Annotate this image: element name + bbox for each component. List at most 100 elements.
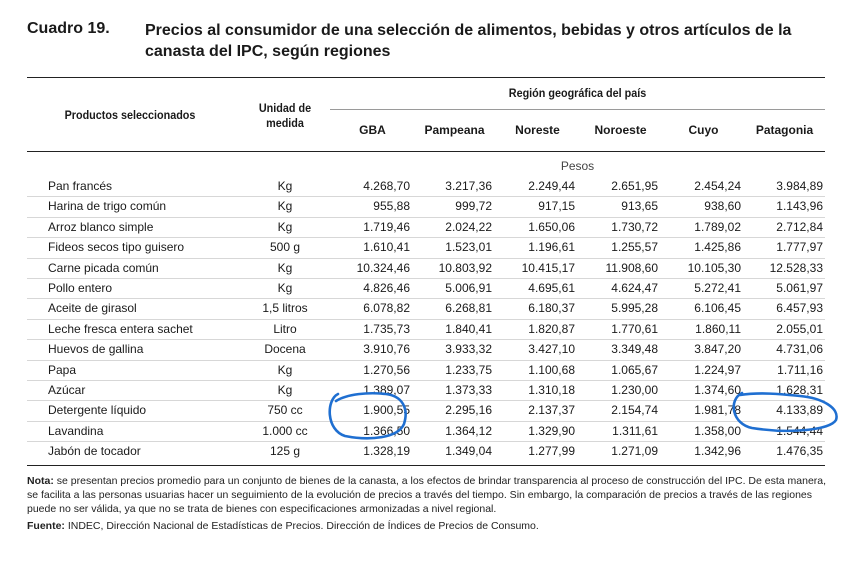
price-cell: 5.006,91: [445, 281, 492, 295]
price-cell: 3.427,10: [528, 342, 575, 357]
table-row: Pan francés Kg 4.268,70 3.217,36 2.249,44 2.6…: [40, 176, 825, 196]
header-rule: [27, 151, 825, 152]
unit-value: 1,5 litros: [262, 301, 308, 316]
table-number: Cuadro 19.: [27, 20, 110, 37]
table-row: Carne picada común Kg 10.324,46 10.803,92 10…: [40, 258, 825, 278]
price-cell: 6.268,81: [445, 301, 492, 316]
price-cell: 6.180,37: [528, 301, 575, 316]
price-cell: 1.770,61: [611, 321, 658, 336]
price-cell: 2.295,16: [445, 403, 492, 418]
product-name: Arroz blanco simple: [48, 219, 154, 234]
row-divider: [27, 237, 825, 239]
table-title-text: Precios al consumidor de una selección d…: [145, 22, 792, 60]
price-cell: 1.523,01: [445, 240, 492, 255]
price-cell: 6.078,82: [363, 301, 410, 316]
price-cell: 913,65: [621, 199, 658, 214]
product-name: Azúcar: [48, 383, 86, 397]
price-cell: 955,88: [373, 199, 410, 214]
table-row: Azúcar Kg 1.389,07 1.373,33 1.310,18 1.230,00…: [40, 380, 825, 400]
price-cell: 1.196,61: [528, 240, 575, 255]
price-cell: 1.476,35: [776, 444, 823, 459]
price-cell: 2.712,84: [776, 219, 823, 234]
price-cell: 1.389,07: [363, 383, 410, 397]
price-cell: 1.230,00: [611, 383, 658, 397]
price-cell: 3.847,20: [694, 342, 741, 357]
price-cell: 3.933,32: [445, 342, 492, 357]
price-cell: 5.272,41: [694, 281, 741, 295]
price-cell: 1.310,18: [528, 383, 575, 397]
price-cell: 2.454,24: [694, 179, 741, 193]
note-text: se presentan precios promedio para un co…: [27, 475, 827, 515]
region-rule: [330, 109, 825, 110]
price-cell: 10.105,30: [687, 260, 741, 275]
row-divider: [27, 216, 825, 218]
price-cell: 1.364,12: [445, 423, 492, 438]
currency-label: Pesos: [560, 159, 595, 173]
price-cell: 4.695,61: [528, 281, 575, 295]
price-cell: 4.624,47: [611, 281, 658, 295]
price-cell: 1.224,97: [694, 362, 741, 377]
price-cell: 3.984,89: [776, 179, 823, 193]
price-cell: 10.803,92: [438, 260, 492, 275]
col-header-gba: GBA: [359, 123, 386, 137]
price-cell: 10.415,17: [521, 260, 575, 275]
price-cell: 6.106,45: [694, 301, 741, 316]
source-line: Fuente: INDEC, Dirección Nacional de Est…: [27, 520, 539, 532]
unit-value: Kg: [277, 383, 293, 397]
price-cell: 11.908,60: [605, 260, 659, 275]
price-cell: 1.789,02: [694, 219, 741, 234]
price-cell: 5.995,28: [611, 301, 658, 316]
product-name: Huevos de gallina: [48, 342, 144, 357]
row-divider: [27, 318, 825, 320]
product-name: Jabón de tocador: [48, 444, 141, 459]
price-cell: 1.840,41: [445, 321, 492, 336]
price-cell: 10.324,46: [356, 260, 410, 275]
product-name: Pan francés: [48, 179, 113, 193]
source-text: INDEC, Dirección Nacional de Estadística…: [67, 520, 539, 532]
price-cell: 1.329,90: [528, 423, 575, 438]
header-region: Región geográfica del país: [508, 86, 647, 100]
product-name: Leche fresca entera sachet: [48, 321, 193, 336]
table-row: Lavandina 1.000 cc 1.366,50 1.364,12 1.329,9…: [40, 421, 825, 441]
product-name: Aceite de girasol: [48, 301, 137, 316]
price-cell: 4.268,70: [363, 179, 410, 193]
unit-value: 750 cc: [267, 403, 303, 418]
price-cell: 1.777,97: [776, 240, 823, 255]
price-cell: 1.628,31: [776, 383, 823, 397]
price-cell: 1.065,67: [611, 362, 658, 377]
price-cell: 3.910,76: [363, 342, 410, 357]
table-row: Papa Kg 1.270,56 1.233,75 1.100,68 1.065,67 1.…: [40, 360, 825, 380]
header-unit: Unidad de medida: [258, 101, 312, 130]
product-name: Harina de trigo común: [48, 199, 167, 214]
price-cell: 2.651,95: [611, 179, 658, 193]
price-cell: 4.133,89: [776, 403, 823, 418]
price-cell: 1.981,78: [694, 403, 741, 418]
unit-value: Kg: [277, 362, 293, 377]
product-name: Fideos secos tipo guisero: [48, 240, 185, 255]
row-divider: [27, 278, 825, 279]
col-header-noroeste: Noroeste: [594, 123, 647, 137]
price-cell: 1.711,16: [777, 362, 823, 377]
unit-value: Kg: [277, 179, 293, 193]
price-cell: 1.425,86: [694, 240, 741, 255]
price-cell: 1.820,87: [528, 321, 575, 336]
price-cell: 2.024,22: [445, 219, 492, 234]
price-cell: 1.328,19: [363, 444, 410, 459]
table-row: Arroz blanco simple Kg 1.719,46 2.024,22 1.6…: [40, 217, 825, 237]
price-cell: 2.154,74: [611, 403, 658, 418]
price-cell: 1.255,57: [611, 240, 658, 255]
unit-value: Kg: [277, 281, 293, 295]
row-divider: [27, 420, 825, 422]
price-cell: 4.731,06: [776, 342, 823, 357]
price-cell: 1.342,96: [694, 444, 741, 459]
table-row: Jabón de tocador 125 g 1.328,19 1.349,04 1.2…: [40, 441, 825, 461]
col-header-cuyo: Cuyo: [688, 123, 719, 137]
col-header-noreste: Noreste: [515, 123, 560, 137]
price-cell: 1.544,44: [776, 423, 823, 438]
row-divider: [27, 257, 825, 259]
price-cell: 1.650,06: [528, 219, 575, 234]
table-row: Detergente líquido 750 cc 1.900,55 2.295,16…: [40, 400, 825, 420]
unit-value: Litro: [273, 321, 297, 336]
price-cell: 999,72: [455, 199, 492, 214]
price-cell: 917,15: [538, 199, 575, 214]
